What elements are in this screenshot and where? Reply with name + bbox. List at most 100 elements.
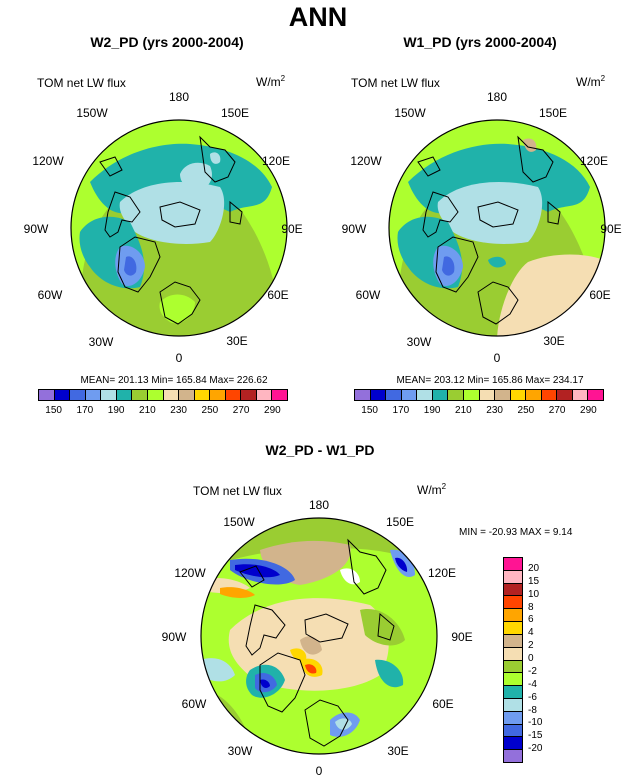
colorbar-swatch	[54, 390, 71, 400]
lon-label-180: 180	[486, 90, 508, 104]
units-label-w2: W/m2	[256, 74, 286, 89]
colorbar-tick-label: 8	[528, 601, 534, 613]
colorbar-tick-label: 170	[392, 405, 410, 416]
colorbar-swatch	[116, 390, 133, 400]
variable-label-w1: TOM net LW flux	[351, 76, 440, 90]
colorbar-swatch	[504, 737, 522, 751]
colorbar-swatch	[241, 390, 257, 400]
lon-label-180: 180	[308, 498, 330, 512]
colorbar-tick-label: 270	[232, 405, 250, 416]
colorbar-swatch	[541, 390, 558, 400]
colorbar-tick-label: 270	[548, 405, 566, 416]
lon-label-30w: 30W	[88, 335, 114, 349]
colorbar-swatch	[504, 634, 522, 648]
lon-label-60e: 60E	[589, 288, 611, 302]
figure-title: ANN	[288, 2, 348, 32]
colorbar-tick-label: 20	[528, 562, 540, 574]
colorbar-swatch	[504, 596, 522, 610]
colorbar-swatch	[210, 390, 226, 400]
lon-label-180: 180	[168, 90, 190, 104]
colorbar-swatch	[588, 390, 603, 400]
stats-diff: MIN = -20.93 MAX = 9.14	[459, 527, 573, 538]
colorbar-tick-label: 15	[528, 575, 540, 587]
colorbar-swatch	[572, 390, 589, 400]
colorbar-tick-label: 2	[528, 640, 534, 652]
lon-label-30e: 30E	[387, 744, 409, 758]
colorbar-ticks-diff: 20 15 10 8 6 4 2 0 -2 -4 -6 -8 -10 -15 -20	[528, 557, 568, 763]
colorbar-swatch	[504, 609, 522, 623]
lon-label-150e: 150E	[220, 106, 250, 120]
colorbar-tick-label: 290	[264, 405, 281, 416]
lon-label-0: 0	[175, 351, 183, 365]
colorbar-swatch	[163, 390, 180, 400]
colorbar-swatch	[417, 390, 433, 400]
colorbar-tick-label: 210	[139, 405, 156, 416]
colorbar-tick-label: 190	[423, 405, 441, 416]
lon-label-90e: 90E	[600, 222, 622, 236]
colorbar-swatch	[504, 660, 522, 674]
lon-label-60w: 60W	[355, 288, 381, 302]
lon-label-120e: 120E	[427, 566, 457, 580]
lon-label-120e: 120E	[579, 154, 609, 168]
colorbar-swatch	[504, 711, 522, 725]
units-label-w1: W/m2	[576, 74, 606, 89]
polar-map-w1	[388, 119, 606, 337]
colorbar-swatch	[463, 390, 480, 400]
colorbar-swatch	[370, 390, 387, 400]
colorbar-tick-label: 4	[528, 627, 534, 639]
stats-w2: MEAN= 201.13 Min= 165.84 Max= 226.62	[80, 375, 268, 386]
colorbar-swatch	[401, 390, 418, 400]
colorbar-tick-label: -2	[528, 665, 537, 677]
colorbar-swatch	[504, 583, 522, 597]
colorbar-tick-label: -8	[528, 704, 537, 716]
lon-label-30w: 30W	[406, 335, 432, 349]
colorbar-w2	[38, 389, 288, 401]
colorbar-tick-label: 250	[201, 405, 219, 416]
colorbar-swatch	[272, 390, 287, 400]
lon-label-30e: 30E	[543, 334, 565, 348]
polar-map-w2	[70, 119, 288, 337]
lon-label-90e: 90E	[281, 222, 303, 236]
colorbar-swatch	[504, 647, 522, 661]
stats-w1: MEAN= 203.12 Min= 165.86 Max= 234.17	[396, 375, 584, 386]
panel-title-diff: W2_PD - W1_PD	[265, 442, 375, 458]
colorbar-swatch	[504, 698, 522, 712]
colorbar-tick-label: -4	[528, 678, 537, 690]
lon-label-60w: 60W	[37, 288, 63, 302]
lon-label-120w: 120W	[174, 566, 206, 580]
colorbar-ticks-w2: 150 170 190 210 230 250 270 290	[38, 405, 288, 419]
colorbar-swatch	[495, 390, 511, 400]
lon-label-90w: 90W	[161, 630, 187, 644]
colorbar-ticks-w1: 150 170 190 210 230 250 270 290	[354, 405, 604, 419]
colorbar-swatch	[504, 622, 522, 635]
colorbar-tick-label: -20	[528, 743, 543, 755]
lon-label-120w: 120W	[350, 154, 382, 168]
colorbar-swatch	[179, 390, 195, 400]
colorbar-tick-label: 190	[107, 405, 125, 416]
variable-label-w2: TOM net LW flux	[37, 76, 126, 90]
colorbar-swatch	[479, 390, 496, 400]
colorbar-swatch	[504, 724, 522, 738]
variable-label-diff: TOM net LW flux	[193, 484, 282, 498]
colorbar-swatch	[101, 390, 117, 400]
lon-label-60e: 60E	[267, 288, 289, 302]
colorbar-swatch	[432, 390, 449, 400]
lon-label-30w: 30W	[227, 744, 253, 758]
colorbar-tick-label: -15	[528, 730, 543, 742]
colorbar-swatch	[504, 558, 522, 571]
colorbar-tick-label: -6	[528, 691, 537, 703]
colorbar-swatch	[504, 686, 522, 699]
colorbar-swatch	[225, 390, 242, 400]
panel-title-w2: W2_PD (yrs 2000-2004)	[90, 34, 244, 50]
colorbar-swatch	[132, 390, 148, 400]
colorbar-swatch	[386, 390, 402, 400]
colorbar-swatch	[85, 390, 102, 400]
colorbar-tick-label: 150	[45, 405, 62, 416]
colorbar-swatch	[557, 390, 573, 400]
lon-label-120e: 120E	[261, 154, 291, 168]
lon-label-30e: 30E	[226, 334, 248, 348]
colorbar-swatch	[504, 570, 522, 584]
colorbar-swatch	[448, 390, 464, 400]
colorbar-tick-label: -10	[528, 717, 543, 729]
lon-label-90e: 90E	[451, 630, 473, 644]
